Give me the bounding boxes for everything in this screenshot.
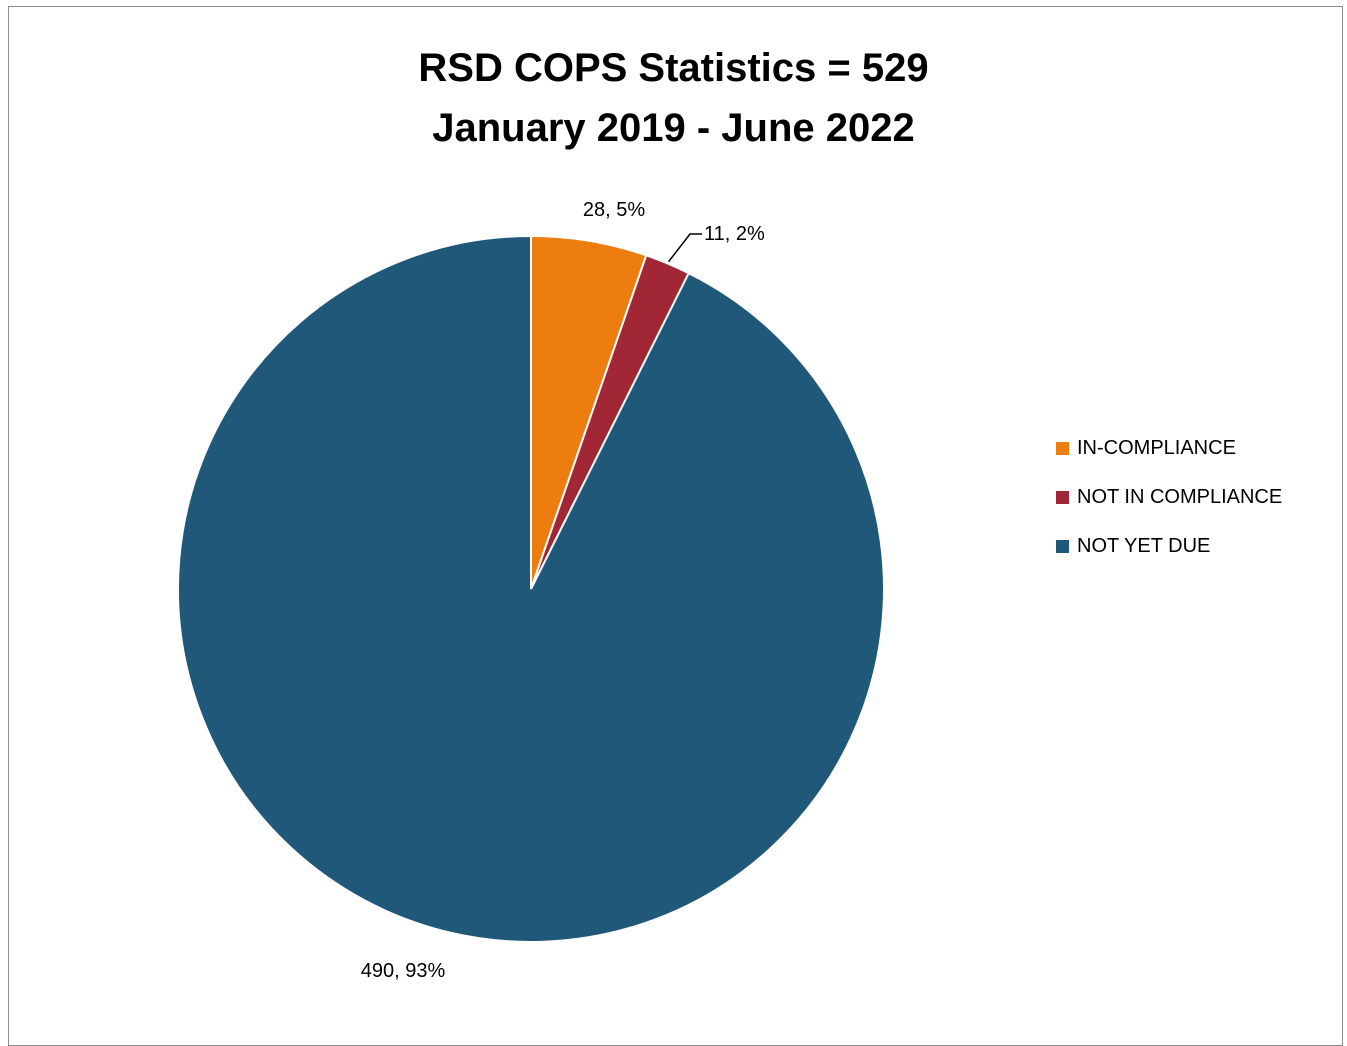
legend-swatch-in-compliance xyxy=(1056,442,1069,455)
chart-title: RSD COPS Statistics = 529 xyxy=(418,46,929,90)
legend-label-not-yet-due: NOT YET DUE xyxy=(1077,535,1211,557)
legend-label-in-compliance: IN-COMPLIANCE xyxy=(1077,437,1236,459)
legend-item-in-compliance: IN-COMPLIANCE xyxy=(1056,424,1282,473)
legend-label-not-in-compliance: NOT IN COMPLIANCE xyxy=(1077,486,1283,508)
legend-item-not-yet-due: NOT YET DUE xyxy=(1056,522,1282,571)
data-label-in-compliance: 28, 5% xyxy=(583,199,645,221)
pie-slice-not-yet-due xyxy=(177,234,885,943)
pie-chart: 28, 5% 11, 2% 490, 93% xyxy=(177,199,885,982)
data-label-not-in-compliance: 11, 2% xyxy=(704,223,765,245)
data-label-not-yet-due: 490, 93% xyxy=(361,960,446,982)
leader-line-not-in-compliance xyxy=(667,233,702,263)
legend-swatch-not-yet-due xyxy=(1056,540,1069,553)
legend-item-not-in-compliance: NOT IN COMPLIANCE xyxy=(1056,473,1282,522)
chart-subtitle: January 2019 - June 2022 xyxy=(432,106,915,150)
legend-swatch-not-in-compliance xyxy=(1056,491,1069,504)
legend: IN-COMPLIANCE NOT IN COMPLIANCE NOT YET … xyxy=(1056,424,1282,571)
